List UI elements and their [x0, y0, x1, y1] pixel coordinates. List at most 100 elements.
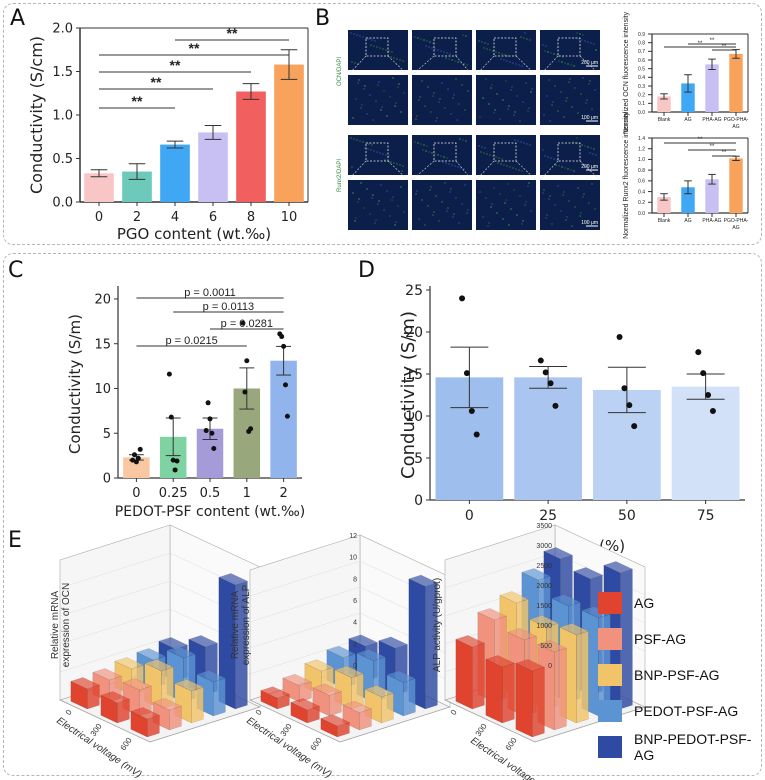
bar3d-e-alp-bnp-psf-ag-600-side	[381, 692, 394, 724]
bar3d-e-ocn-ag-0	[70, 677, 100, 710]
significance-label-a: **	[227, 25, 238, 41]
bar-c-2	[270, 360, 297, 478]
cell-speck	[578, 143, 580, 145]
cell-speck	[479, 116, 481, 118]
cell-speck	[450, 113, 452, 115]
y-tick-label-b-top: 0.3	[638, 84, 645, 90]
cell-speck	[351, 166, 353, 168]
voltage-tick-e-ocn: 0	[64, 708, 74, 717]
cell-speck	[490, 206, 492, 208]
data-point-c-1	[242, 389, 248, 395]
data-point-c-0.25	[166, 371, 172, 377]
cell-speck	[527, 185, 529, 187]
x-tick-label-c: 1	[243, 486, 251, 501]
significance-label-b-bottom: **	[722, 150, 727, 156]
cell-speck	[516, 214, 518, 216]
gridline-e-alpact	[444, 552, 556, 589]
micrograph-r1-c2	[476, 75, 536, 125]
cell-speck	[479, 191, 481, 193]
cell-speck	[486, 48, 488, 50]
y-tick-label-b-top: 0.0	[638, 110, 645, 116]
cell-speck	[453, 94, 455, 96]
cell-speck	[388, 155, 390, 157]
cell-speck	[467, 209, 469, 211]
cell-speck	[554, 85, 556, 87]
data-point-c-0.5	[203, 428, 209, 434]
cell-speck	[587, 41, 589, 43]
significance-label-b-top: **	[710, 38, 715, 44]
cell-speck	[517, 140, 519, 142]
stain-label-ocn: OCN/DAPI	[337, 57, 343, 86]
cell-speck	[495, 51, 497, 53]
cell-speck	[570, 64, 572, 66]
bar3d-e-ocn-bnp-psf-ag-600-side	[191, 686, 204, 724]
cell-speck	[359, 140, 361, 142]
data-point-c-0	[130, 457, 136, 463]
data-point-c-0.25	[174, 458, 180, 464]
cell-speck	[519, 120, 521, 122]
bar3d-e-ocn-ag-0-top	[70, 677, 100, 690]
gridline-e-ocn	[59, 636, 171, 673]
cell-speck	[562, 56, 564, 58]
cell-speck	[368, 38, 370, 40]
cell-speck	[500, 163, 502, 165]
cell-speck	[381, 106, 383, 108]
zoom-box	[433, 142, 457, 162]
bar3d-e-alp-bnp-psf-ag-600-top	[364, 685, 394, 698]
bar3d-e-ocn-bnp-psf-ag-300-top	[144, 659, 174, 672]
cell-speck	[421, 199, 423, 201]
panel-label-a: A	[10, 6, 26, 31]
cell-speck	[543, 189, 545, 191]
cell-speck	[427, 205, 429, 207]
bar3d-e-alp-bnp-pedot-psf-ag-300-top	[378, 636, 408, 649]
cell-speck	[428, 46, 430, 48]
x-tick-label-a: 8	[247, 210, 255, 225]
cell-speck	[451, 164, 453, 166]
y-tick-label-b-bottom: 0.4	[638, 189, 645, 195]
zoom-guide	[579, 55, 601, 76]
cell-speck	[433, 92, 435, 94]
cell-speck	[581, 39, 583, 41]
cell-speck	[435, 120, 437, 122]
cell-speck	[568, 200, 570, 202]
cell-speck	[353, 138, 355, 140]
cell-speck	[499, 193, 501, 195]
cell-speck	[571, 106, 573, 108]
y-tick-label-b-top: 0.7	[638, 49, 645, 55]
data-point-d-0	[473, 431, 480, 438]
data-point-c-2	[279, 334, 285, 340]
cell-speck	[390, 161, 392, 163]
data-point-d-75	[695, 349, 702, 356]
cell-speck	[399, 59, 401, 61]
y-tick-label-b-bottom: 1.2	[638, 146, 645, 152]
cell-speck	[437, 154, 439, 156]
y-tick-label-c: 10	[94, 382, 111, 397]
cell-speck	[390, 56, 392, 58]
zoom-box	[365, 142, 389, 162]
bar-b-top-AG	[681, 83, 695, 112]
legend-label-bnp-pedot-psf-ag: BNP-PEDOT-PSF-AG	[634, 731, 752, 763]
zoom-guide	[515, 55, 537, 76]
cell-speck	[505, 80, 507, 82]
significance-label-c: p = 0.0011	[184, 287, 235, 299]
cell-speck	[356, 34, 358, 36]
gridline-e-alp	[249, 638, 361, 675]
cell-speck	[588, 83, 590, 85]
cell-speck	[590, 147, 592, 149]
cell-speck	[546, 95, 548, 97]
cell-speck	[382, 48, 384, 50]
cell-speck	[554, 204, 556, 206]
cell-speck	[358, 79, 360, 81]
cell-speck	[458, 222, 460, 224]
zoom-box	[493, 142, 517, 162]
cell-speck	[491, 203, 493, 205]
cell-speck	[514, 111, 516, 113]
voltage-tick-e-alp: 0	[254, 708, 264, 717]
y-tick-label-e-alpact: 1500	[536, 603, 552, 610]
cell-speck	[584, 145, 586, 147]
cell-speck	[482, 97, 484, 99]
bar-b-bottom-PHA-AG	[705, 179, 719, 213]
y-tick-label-e-alpact: 3000	[536, 543, 552, 550]
y-tick-label-b-top: 0.5	[638, 66, 645, 72]
